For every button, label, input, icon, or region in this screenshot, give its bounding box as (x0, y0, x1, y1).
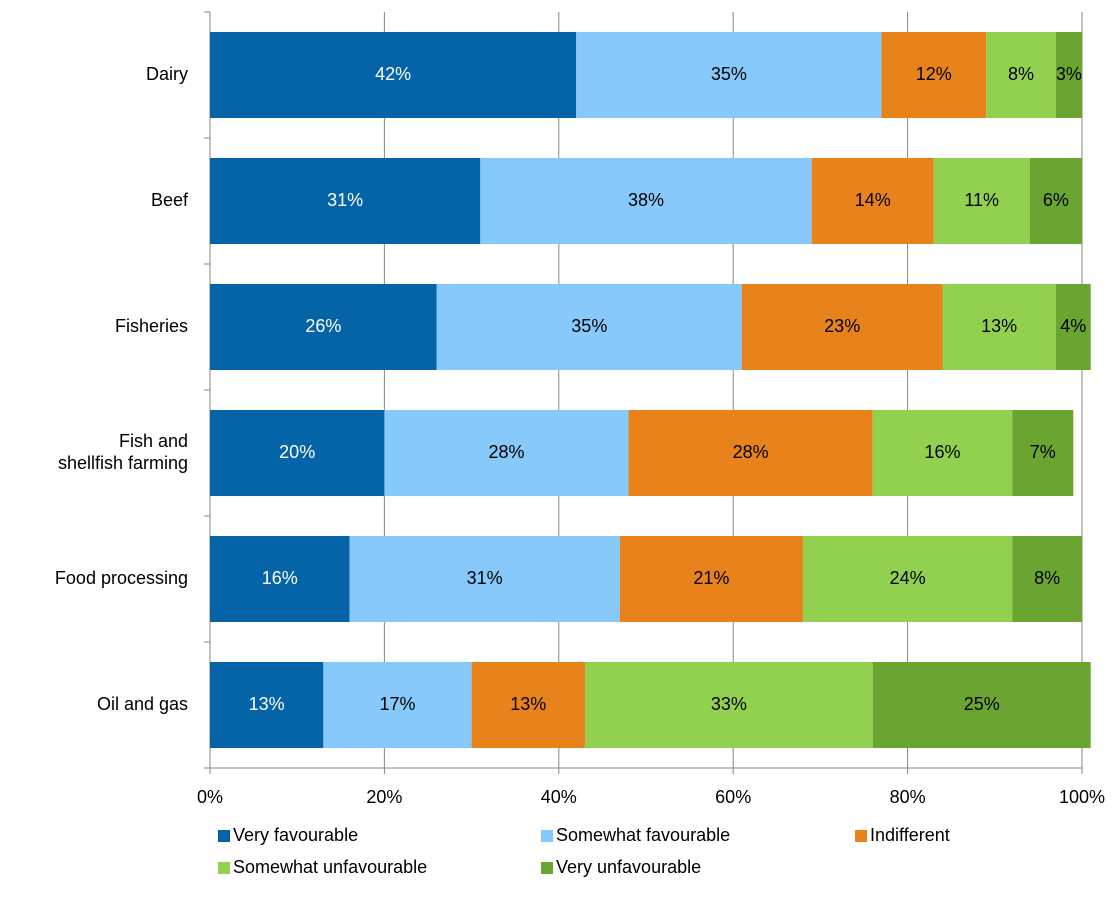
value-label: 16% (262, 568, 298, 588)
value-label: 35% (711, 64, 747, 84)
legend-swatch (541, 830, 553, 842)
value-label: 14% (855, 190, 891, 210)
bar-segment (323, 662, 472, 748)
value-label: 31% (327, 190, 363, 210)
bar-segment (436, 284, 742, 370)
bar-segment (384, 410, 629, 496)
bar-segment (584, 662, 873, 748)
bar-segment (210, 410, 385, 496)
bar-segment (210, 662, 324, 748)
category-label: Oil and gas (97, 694, 188, 714)
value-label: 21% (693, 568, 729, 588)
bar-segment (811, 158, 934, 244)
bar-segment (942, 284, 1056, 370)
value-label: 13% (510, 694, 546, 714)
x-tick-label: 40% (541, 787, 577, 807)
bar-segment (741, 284, 943, 370)
legend-swatch (855, 830, 867, 842)
value-label: 28% (488, 442, 524, 462)
legend-label: Indifferent (870, 825, 950, 845)
bar-segment (480, 158, 812, 244)
legend-swatch (218, 830, 230, 842)
bar-segment (986, 32, 1056, 118)
value-label: 7% (1030, 442, 1056, 462)
value-label: 3% (1056, 64, 1082, 84)
bar-segment (881, 32, 987, 118)
value-label: 28% (733, 442, 769, 462)
bar-segment (1029, 158, 1082, 244)
category-label: Fisheries (115, 316, 188, 336)
bar-segment (933, 158, 1030, 244)
x-tick-label: 100% (1059, 787, 1105, 807)
bar-segment (210, 284, 437, 370)
value-label: 38% (628, 190, 664, 210)
value-label: 6% (1043, 190, 1069, 210)
bar-segment (619, 536, 803, 622)
bar-segment (210, 158, 481, 244)
category-label: Fish and shellfish farming (58, 431, 188, 473)
x-tick-label: 20% (366, 787, 402, 807)
category-label: Beef (151, 190, 189, 210)
value-label: 33% (711, 694, 747, 714)
value-label: 12% (916, 64, 952, 84)
bar-segment (1012, 410, 1074, 496)
legend-label: Somewhat unfavourable (233, 857, 427, 877)
bar-segment (1055, 284, 1091, 370)
legend-label: Somewhat favourable (556, 825, 730, 845)
value-label: 11% (964, 190, 999, 210)
x-tick-label: 80% (890, 787, 926, 807)
value-label: 25% (964, 694, 1000, 714)
bar-segment (628, 410, 873, 496)
value-label: 13% (981, 316, 1017, 336)
category-label: Dairy (146, 64, 188, 84)
value-label: 42% (375, 64, 411, 84)
x-tick-label: 0% (197, 787, 223, 807)
bar-segment (576, 32, 882, 118)
bar-segment (872, 410, 1013, 496)
value-label: 23% (824, 316, 860, 336)
bar-segment (1012, 536, 1082, 622)
value-label: 24% (890, 568, 926, 588)
legend-swatch (541, 862, 553, 874)
value-label: 16% (924, 442, 960, 462)
value-label: 17% (379, 694, 415, 714)
value-label: 26% (305, 316, 341, 336)
bar-segment (349, 536, 620, 622)
bar-segment (471, 662, 585, 748)
legend-label: Very unfavourable (556, 857, 701, 877)
value-label: 20% (279, 442, 315, 462)
value-label: 4% (1060, 316, 1086, 336)
x-tick-label: 60% (715, 787, 751, 807)
legend-label: Very favourable (233, 825, 358, 845)
value-label: 8% (1008, 64, 1034, 84)
bar-segment (872, 662, 1091, 748)
legend-swatch (218, 862, 230, 874)
bar-segment (1055, 32, 1082, 118)
value-label: 31% (467, 568, 503, 588)
value-label: 8% (1034, 568, 1060, 588)
bar-segment (210, 536, 350, 622)
value-label: 13% (249, 694, 285, 714)
bar-segment (802, 536, 1013, 622)
value-label: 35% (571, 316, 607, 336)
category-label: Food processing (55, 568, 188, 588)
bar-segment (210, 32, 577, 118)
